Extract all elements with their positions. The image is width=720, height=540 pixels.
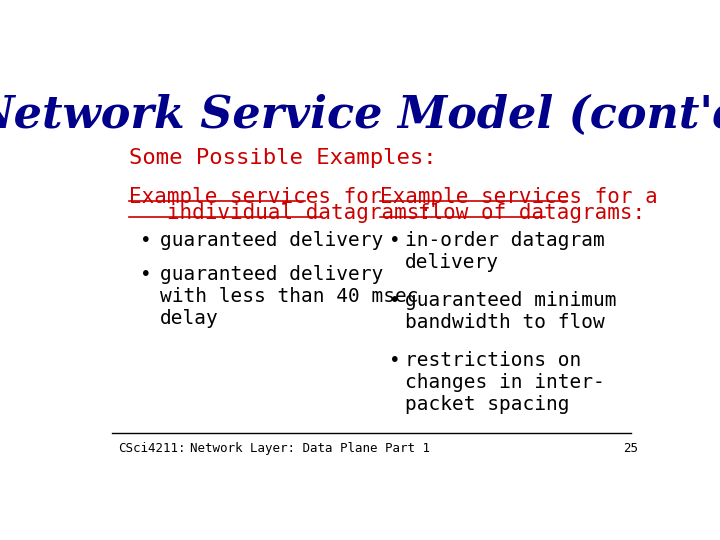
Text: Example services for a: Example services for a <box>380 187 658 207</box>
Text: Network Layer: Data Plane Part 1: Network Layer: Data Plane Part 1 <box>190 442 431 455</box>
Text: guaranteed delivery: guaranteed delivery <box>160 231 383 250</box>
Text: •: • <box>140 231 152 250</box>
Text: •: • <box>389 231 400 250</box>
Text: 25: 25 <box>623 442 638 455</box>
Text: guaranteed delivery
with less than 40 msec
delay: guaranteed delivery with less than 40 ms… <box>160 265 418 328</box>
Text: •: • <box>140 265 152 284</box>
Text: •: • <box>389 291 400 310</box>
Text: Network Service Model (cont'd): Network Service Model (cont'd) <box>0 94 720 137</box>
Text: •: • <box>389 351 400 370</box>
Text: Example services for: Example services for <box>129 187 382 207</box>
Text: restrictions on
changes in inter-
packet spacing: restrictions on changes in inter- packet… <box>405 351 605 414</box>
Text: CSci4211:: CSci4211: <box>118 442 186 455</box>
Text: guaranteed minimum
bandwidth to flow: guaranteed minimum bandwidth to flow <box>405 291 617 332</box>
Text: in-order datagram
delivery: in-order datagram delivery <box>405 231 605 272</box>
Text: flow of datagrams:: flow of datagrams: <box>380 203 645 223</box>
Text: Some Possible Examples:: Some Possible Examples: <box>129 148 437 168</box>
Text: individual datagrams:: individual datagrams: <box>129 203 432 223</box>
